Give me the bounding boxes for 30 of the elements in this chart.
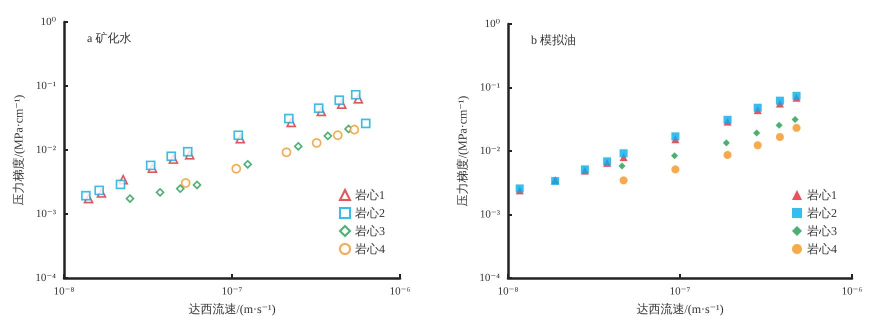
y-tick-label: 10⁻³ — [480, 208, 501, 220]
legend-label: 岩心1 — [807, 188, 837, 202]
y-tick-label: 10⁻¹ — [480, 82, 500, 94]
y-axis-title: 压力梯度/(MPa·cm⁻¹) — [455, 96, 470, 206]
x-axis-title: 达西流速/(m·s⁻¹) — [188, 302, 276, 316]
legend-label: 岩心3 — [355, 224, 385, 238]
x-tick-label: 10⁻⁷ — [670, 286, 690, 298]
text: b 模拟油 — [531, 33, 576, 47]
y-tick-label: 10⁻² — [36, 144, 57, 156]
y-tick-label: 10⁰ — [484, 18, 501, 30]
legend-label: 岩心3 — [807, 224, 837, 238]
x-tick-label: 10⁻⁸ — [498, 286, 518, 298]
legend-label: 岩心2 — [355, 206, 385, 220]
y-tick-label: 10⁻⁴ — [35, 272, 56, 284]
text: a 矿化水 — [87, 31, 132, 45]
legend-label: 岩心2 — [807, 206, 837, 220]
y-axis-title: 压力梯度/(MPa·cm⁻¹) — [11, 94, 26, 206]
x-axis-title: 达西流速/(m·s⁻¹) — [636, 302, 724, 316]
x-tick-label: 10⁻⁶ — [390, 286, 410, 298]
y-tick-label: 10⁻³ — [36, 208, 57, 220]
y-tick-label: 10⁰ — [40, 16, 57, 28]
legend-label: 岩心4 — [355, 242, 385, 256]
x-tick-label: 10⁻⁷ — [222, 286, 242, 298]
y-tick-label: 10⁻⁴ — [479, 272, 500, 284]
legend-label: 岩心1 — [355, 188, 385, 202]
x-tick-label: 10⁻⁶ — [842, 286, 862, 298]
y-tick-label: 10⁻¹ — [36, 80, 56, 92]
y-tick-label: 10⁻² — [480, 145, 501, 157]
legend-label: 岩心4 — [807, 242, 837, 256]
x-tick-label: 10⁻⁸ — [54, 286, 74, 298]
